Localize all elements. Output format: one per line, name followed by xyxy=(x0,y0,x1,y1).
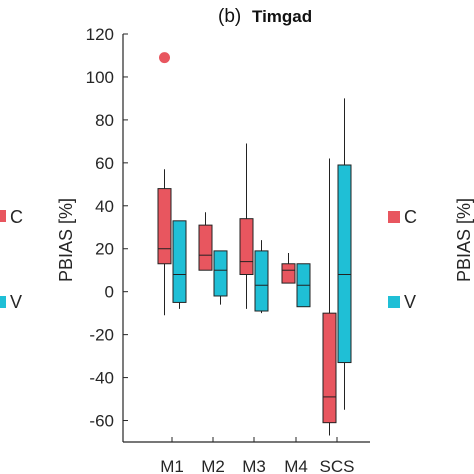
y-tick-label: -40 xyxy=(89,369,114,388)
y-tick-label: -20 xyxy=(89,326,114,345)
x-tick-label: SCS xyxy=(320,457,355,474)
left-legend: C V xyxy=(0,207,23,312)
y-tick-label: 100 xyxy=(86,68,114,87)
box-c-m1 xyxy=(157,169,172,316)
legend-right-c-label: C xyxy=(404,207,417,227)
y-tick-label: -60 xyxy=(89,412,114,431)
iqr-box xyxy=(337,164,352,364)
iqr-box xyxy=(198,224,213,271)
axes: -60 -40 -20 0 20 40 60 80 100 120 M1 M2 M3 M4 SCS xyxy=(86,25,370,474)
y-tick-label: 120 xyxy=(86,25,114,44)
box-v-m4 xyxy=(296,263,311,308)
y-tick-label: 60 xyxy=(95,154,114,173)
box-c-m4 xyxy=(281,253,296,284)
box-series xyxy=(157,52,352,436)
chart-title: Timgad xyxy=(252,7,312,26)
chart-title-prefix: (b) xyxy=(218,6,241,27)
iqr-box xyxy=(281,263,296,284)
iqr-box xyxy=(213,250,228,297)
y-axis-label: PBIAS [%] xyxy=(56,198,76,282)
iqr-box xyxy=(172,220,187,303)
right-panel-y-axis-label: PBIAS [%] xyxy=(454,198,474,282)
legend-left-v-swatch xyxy=(0,296,6,308)
legend-right-c-swatch xyxy=(388,211,400,223)
y-tick-label: 80 xyxy=(95,111,114,130)
y-tick-label: 20 xyxy=(95,240,114,259)
right-legend: C V xyxy=(388,207,417,312)
legend-right-v-label: V xyxy=(404,292,416,312)
iqr-box xyxy=(157,188,172,265)
box-v-m3 xyxy=(254,240,269,314)
box-v-m1 xyxy=(172,220,187,309)
x-tick-label: M3 xyxy=(242,457,266,474)
box-v-scs xyxy=(337,98,352,410)
outlier-point xyxy=(159,52,170,64)
legend-left-c-label: C xyxy=(10,207,23,227)
x-tick-label: M1 xyxy=(160,457,184,474)
y-tick-label: 0 xyxy=(105,283,114,302)
legend-right-v-swatch xyxy=(388,296,400,308)
x-tick-label: M4 xyxy=(284,457,308,474)
legend-left-c-swatch xyxy=(0,210,6,222)
box-c-m3 xyxy=(239,143,254,309)
x-tick-label: M2 xyxy=(201,457,225,474)
iqr-box xyxy=(239,218,254,276)
iqr-box xyxy=(322,312,337,424)
legend-left-v-label: V xyxy=(10,292,22,312)
iqr-box xyxy=(254,250,269,312)
y-tick-label: 40 xyxy=(95,197,114,216)
box-v-m2 xyxy=(213,250,228,305)
box-c-m2 xyxy=(198,212,213,271)
box-c-scs xyxy=(322,158,337,436)
